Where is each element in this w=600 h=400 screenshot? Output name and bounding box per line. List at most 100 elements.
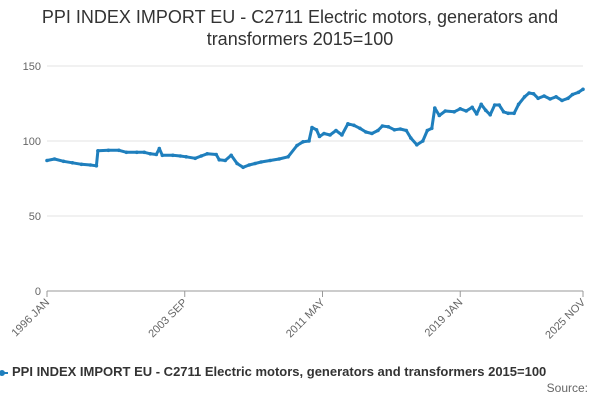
data-point-18	[178, 154, 183, 158]
data-point-85	[560, 98, 564, 103]
data-point-28	[241, 165, 245, 170]
data-point-27	[235, 161, 239, 166]
data-point-78	[522, 95, 527, 99]
data-point-30	[253, 161, 257, 166]
data-point-55	[404, 128, 409, 133]
data-point-70	[483, 108, 488, 113]
data-point-10	[124, 150, 129, 155]
data-point-58	[421, 139, 425, 143]
data-point-11	[135, 150, 139, 155]
source-label: Source:	[546, 381, 588, 395]
y-tick-label-150: 150	[23, 61, 41, 73]
x-tick-label-4: 2025 NOV	[543, 296, 588, 341]
data-point-66	[464, 109, 469, 113]
data-point-47	[358, 126, 362, 131]
data-point-39	[314, 128, 319, 132]
data-point-29	[247, 163, 251, 167]
data-point-76	[512, 111, 516, 116]
data-point-71	[488, 113, 493, 117]
data-point-60	[430, 126, 434, 131]
data-point-63	[443, 109, 448, 113]
legend-swatch-icon	[0, 370, 8, 376]
data-point-84	[554, 95, 558, 99]
data-point-62	[437, 113, 442, 118]
data-point-8	[106, 148, 111, 153]
data-point-35	[295, 143, 299, 148]
data-point-36	[301, 140, 305, 144]
data-point-20	[193, 156, 197, 161]
data-point-37	[307, 139, 311, 143]
data-point-88	[576, 90, 581, 95]
x-tick-label-3: 2019 JAN	[423, 297, 466, 340]
data-point-24	[217, 158, 221, 162]
data-point-67	[470, 105, 475, 110]
data-point-12	[142, 150, 147, 155]
data-point-57	[415, 143, 419, 147]
data-point-68	[474, 112, 479, 116]
data-point-43	[334, 128, 338, 133]
data-point-19	[184, 155, 188, 159]
data-point-0	[45, 158, 49, 163]
data-point-41	[322, 131, 326, 136]
data-point-44	[340, 133, 344, 137]
data-point-46	[352, 123, 356, 128]
data-point-51	[380, 124, 385, 128]
data-point-2	[61, 159, 66, 164]
data-point-1	[52, 157, 57, 161]
data-point-82	[542, 94, 546, 98]
data-point-6	[94, 164, 99, 168]
data-point-59	[425, 128, 430, 133]
y-tick-label-0: 0	[35, 286, 41, 298]
data-point-21	[199, 154, 203, 158]
data-point-38	[310, 125, 314, 130]
data-point-52	[386, 125, 391, 129]
data-point-50	[376, 128, 380, 133]
data-point-26	[229, 153, 233, 158]
data-point-16	[160, 153, 165, 158]
y-tick-label-50: 50	[29, 211, 41, 223]
data-point-69	[479, 102, 484, 107]
data-point-83	[548, 97, 552, 101]
data-point-74	[501, 110, 506, 114]
chart-title: PPI INDEX IMPORT EU - C2711 Electric mot…	[41, 7, 559, 49]
data-point-65	[458, 107, 463, 111]
data-point-22	[205, 152, 209, 156]
data-point-40	[317, 134, 322, 139]
data-point-9	[117, 148, 121, 153]
data-point-23	[214, 152, 218, 157]
data-point-49	[370, 131, 374, 136]
data-point-14	[154, 152, 159, 157]
data-point-53	[392, 128, 397, 132]
data-point-86	[566, 96, 570, 101]
legend-label: PPI INDEX IMPORT EU - C2711 Electric mot…	[12, 364, 547, 379]
data-point-48	[364, 130, 368, 134]
data-point-79	[527, 91, 531, 95]
y-tick-label-100: 100	[23, 136, 41, 148]
series-line-0	[45, 87, 585, 169]
data-point-25	[223, 158, 227, 163]
data-point-4	[79, 162, 84, 167]
data-point-80	[531, 92, 536, 96]
data-point-34	[286, 155, 290, 159]
data-point-81	[536, 96, 540, 101]
data-point-3	[70, 161, 75, 165]
data-point-75	[506, 111, 510, 116]
data-point-7	[96, 149, 100, 153]
data-point-72	[492, 103, 497, 107]
data-point-54	[398, 127, 403, 131]
data-point-31	[259, 160, 263, 164]
data-point-13	[148, 152, 153, 156]
x-tick-label-1: 2003 SEP	[146, 297, 190, 341]
data-point-15	[157, 146, 162, 151]
data-point-73	[497, 103, 502, 107]
data-point-5	[88, 163, 93, 167]
data-point-87	[570, 92, 575, 97]
data-point-33	[277, 157, 281, 161]
data-point-77	[516, 102, 521, 107]
data-point-45	[346, 122, 350, 126]
data-point-89	[581, 87, 585, 92]
x-tick-label-0: 1996 JAN	[9, 297, 52, 340]
data-point-42	[328, 133, 332, 137]
